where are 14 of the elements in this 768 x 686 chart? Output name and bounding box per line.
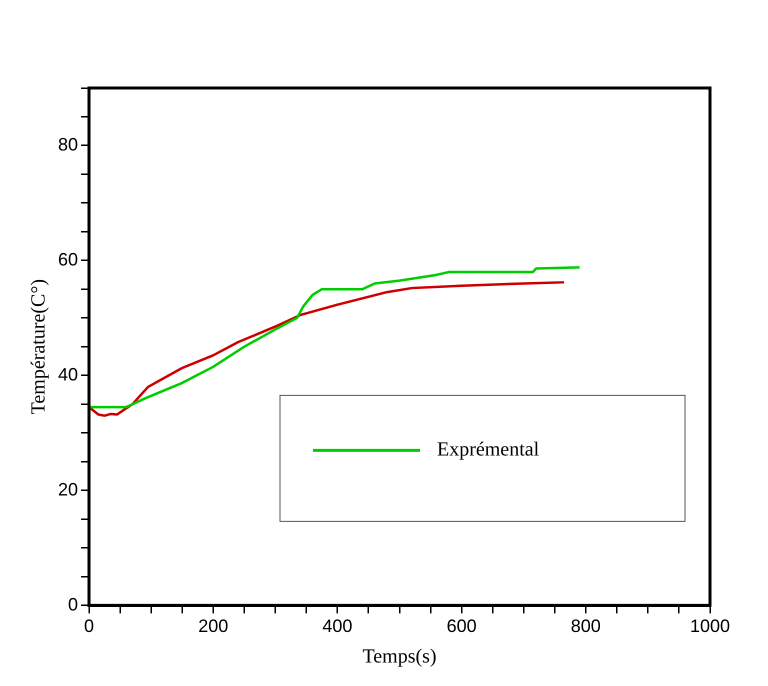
- x-tick-label: 400: [322, 616, 352, 636]
- y-tick-label: 80: [58, 134, 78, 154]
- x-axis-title: Temps(s): [362, 645, 437, 668]
- x-tick-label: 200: [198, 616, 228, 636]
- y-tick-label: 40: [58, 364, 78, 384]
- x-tick-label: 0: [84, 616, 94, 636]
- y-tick-label: 0: [68, 594, 78, 614]
- y-axis-title: Température(C°): [27, 278, 50, 414]
- x-tick-label: 800: [570, 616, 601, 636]
- x-tick-label: 1000: [690, 616, 730, 636]
- text: Exprémental: [437, 438, 540, 461]
- x-tick-label: 600: [446, 616, 477, 636]
- y-tick-label: 60: [58, 249, 78, 270]
- y-tick-label: 20: [58, 479, 78, 500]
